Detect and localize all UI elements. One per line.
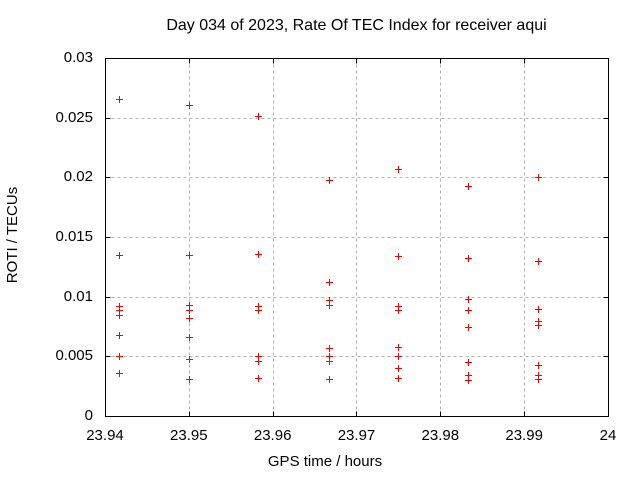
data-point-marker [395,365,402,372]
data-point-marker [535,322,542,329]
data-point-marker [255,307,262,314]
x-tick-label: 24 [599,427,617,444]
y-tick-label: 0.03 [63,49,93,66]
x-axis-title: GPS time / hours [267,453,383,470]
x-tick-label: 23.94 [86,427,124,444]
x-tick-label: 23.98 [421,427,460,444]
data-point-marker [395,344,402,351]
data-point-marker [465,307,472,314]
y-tick-label: 0.02 [63,168,93,186]
data-point-marker [186,307,193,314]
data-point-marker [326,279,333,286]
data-point-marker [116,353,123,360]
data-point-marker [255,358,262,365]
x-tick-label: 23.99 [505,427,543,444]
data-point-marker [326,177,333,184]
data-point-marker [395,307,402,314]
y-tick-label: 0.025 [55,108,93,126]
chart-title: Day 034 of 2023, Rate Of TEC Index for r… [166,17,547,34]
data-point-marker [535,306,542,313]
data-point-marker [186,376,193,383]
data-point-marker [535,362,542,369]
data-point-marker [186,356,193,363]
data-point-marker [116,96,123,103]
data-point-marker [186,102,193,109]
data-point-marker [465,296,472,303]
data-point-marker [395,353,402,360]
data-point-marker [116,332,123,339]
data-point-marker [186,315,193,322]
data-point-marker [535,174,542,181]
data-point-marker [326,358,333,365]
x-tick-label: 23.97 [337,427,376,444]
data-point-marker [186,252,193,259]
data-point-marker [255,113,262,120]
y-tick-label: 0 [84,407,93,424]
data-point-marker [465,255,472,262]
y-tick-label: 0.015 [55,228,93,245]
data-point-marker [465,359,472,366]
data-point-marker [395,253,402,260]
data-point-marker [326,376,333,383]
data-point-marker [326,345,333,352]
data-point-marker [395,375,402,382]
data-point-marker [535,258,542,265]
data-point-marker [395,166,402,173]
data-point-marker [465,183,472,190]
data-point-marker [116,252,123,259]
data-point-marker [255,251,262,258]
data-point-marker [116,312,123,319]
data-point-marker [465,377,472,384]
y-tick-label: 0.01 [63,287,93,305]
data-point-marker [465,324,472,331]
data-point-marker [535,376,542,383]
data-point-marker [116,370,123,377]
data-point-marker [326,302,333,309]
data-point-marker [186,334,193,341]
y-tick-label: 0.005 [55,347,93,365]
x-tick-label: 23.95 [170,427,208,444]
data-point-marker [255,375,262,382]
x-tick-label: 23.96 [253,427,292,444]
